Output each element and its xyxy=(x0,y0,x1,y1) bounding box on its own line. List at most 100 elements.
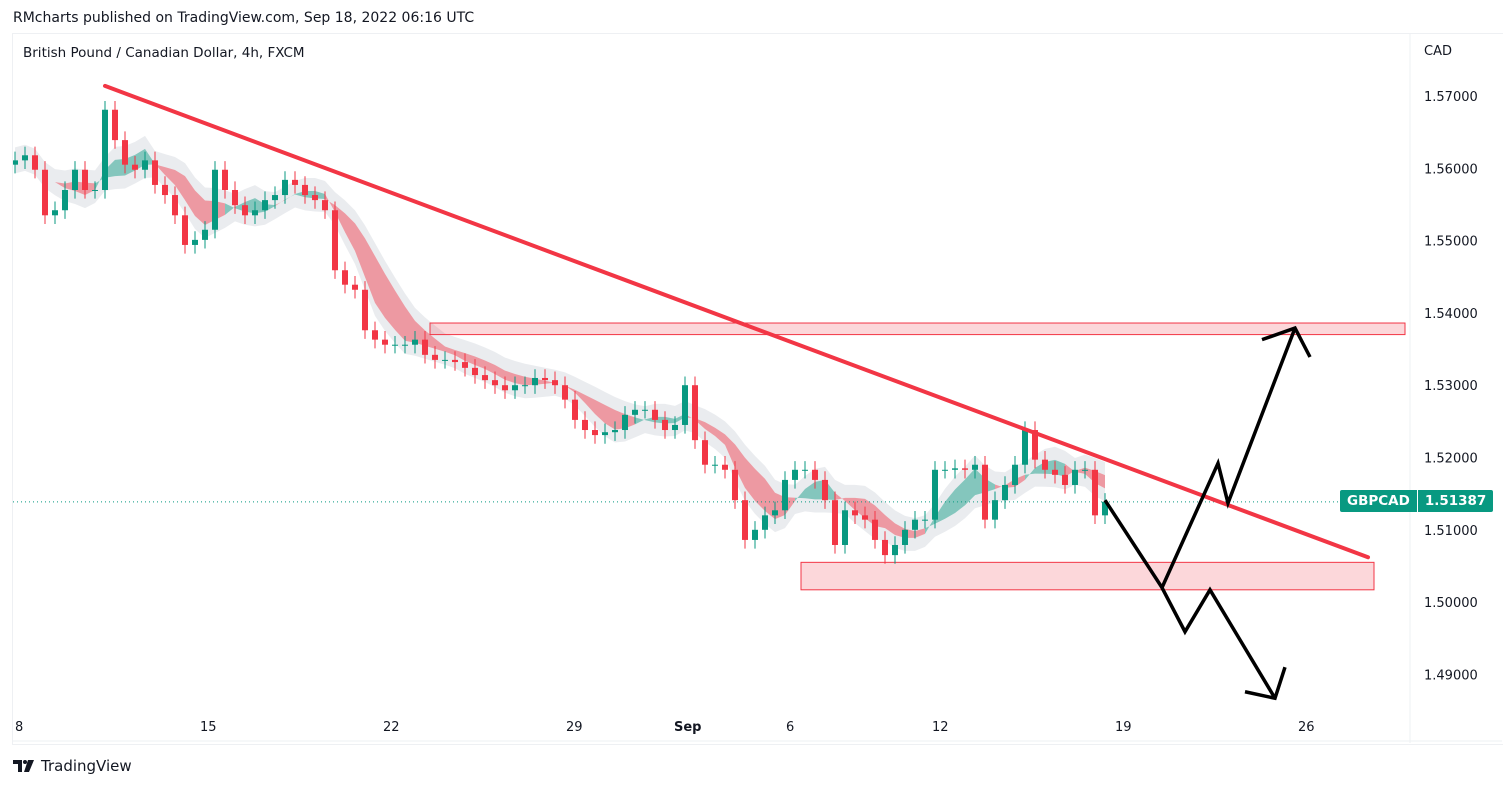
candle-down xyxy=(542,377,548,381)
candle-up xyxy=(532,377,538,386)
ribbon-segment xyxy=(965,468,975,506)
candle-up xyxy=(612,430,618,433)
candle-down xyxy=(492,380,498,386)
publish-info: RMcharts published on TradingView.com, S… xyxy=(13,10,475,26)
candle-down xyxy=(702,440,708,465)
candle-down xyxy=(432,354,438,360)
ribbon-segment xyxy=(835,492,845,502)
tradingview-logo[interactable]: TradingView xyxy=(13,757,132,775)
candle-down xyxy=(572,399,578,420)
candle-down xyxy=(962,468,968,470)
tradingview-logo-icon xyxy=(13,760,34,772)
ribbon-segment xyxy=(445,346,455,356)
ribbon-segment xyxy=(155,163,165,175)
ribbon-segment xyxy=(395,290,405,341)
candle-up xyxy=(782,479,788,511)
candle-down xyxy=(562,385,568,400)
ribbon-segment xyxy=(175,169,185,201)
candle-up xyxy=(1102,501,1108,516)
candle-up xyxy=(792,469,798,480)
candle-up xyxy=(13,160,18,165)
candle-up xyxy=(62,189,68,211)
candle-down xyxy=(422,339,428,355)
price-tick-label: 1.57000 xyxy=(1424,90,1478,105)
candle-down xyxy=(172,195,178,216)
candle-down xyxy=(722,464,728,470)
ribbon-segment xyxy=(605,405,615,430)
candle-up xyxy=(512,385,518,391)
ribbon-segment xyxy=(995,484,1005,490)
candle-up xyxy=(92,189,98,191)
ribbon-segment xyxy=(435,338,445,352)
candle-up xyxy=(682,385,688,425)
plot-area xyxy=(13,83,1406,701)
candle-up xyxy=(1022,430,1028,465)
ribbon-segment xyxy=(585,394,595,414)
candle-down xyxy=(232,189,238,206)
ribbon-segment xyxy=(885,515,895,536)
candle-up xyxy=(142,160,148,170)
candle-up xyxy=(632,409,638,415)
price-tick-label: 1.55000 xyxy=(1424,235,1478,250)
candle-up xyxy=(932,469,938,520)
candle-up xyxy=(522,385,528,387)
candle-down xyxy=(112,109,118,141)
candle-down xyxy=(1032,430,1038,460)
ribbon-segment xyxy=(755,468,765,512)
candle-down xyxy=(552,380,558,386)
candle-up xyxy=(602,432,608,436)
candle-up xyxy=(402,344,408,346)
candle-down xyxy=(372,330,378,340)
ribbon-segment xyxy=(545,380,555,384)
time-tick-label: 22 xyxy=(383,720,400,735)
candle-up xyxy=(1002,484,1008,501)
ribbon-segment xyxy=(715,427,725,445)
ribbon-segment xyxy=(55,182,65,189)
candle-down xyxy=(152,160,158,185)
candle-down xyxy=(382,339,388,345)
candle-up xyxy=(942,469,948,471)
ribbon-segment xyxy=(1025,467,1035,480)
ribbon-segment xyxy=(485,360,495,375)
ribbon-segment xyxy=(945,489,955,519)
candle-down xyxy=(652,409,658,420)
ribbon-segment xyxy=(725,434,735,468)
last-price-tag: GBPCAD 1.51387 xyxy=(1340,490,1494,512)
candle-down xyxy=(872,519,878,540)
candle-down xyxy=(1062,474,1068,485)
candle-down xyxy=(592,430,598,436)
candle-up xyxy=(622,414,628,431)
price-tick-label: 1.49000 xyxy=(1424,668,1478,683)
candle-up xyxy=(802,469,808,471)
candle-down xyxy=(742,500,748,540)
candle-up xyxy=(672,424,678,431)
candle-down xyxy=(462,362,468,368)
currency-label: CAD xyxy=(1424,44,1452,59)
price-tick-label: 1.51000 xyxy=(1424,524,1478,539)
candle-down xyxy=(862,515,868,520)
ribbon-segment xyxy=(195,190,205,225)
time-tick-label: 19 xyxy=(1115,720,1132,735)
candle-up xyxy=(772,510,778,516)
candle-down xyxy=(482,375,488,381)
support-resistance-zone xyxy=(800,561,1375,591)
candle-up xyxy=(412,339,418,345)
projection-path xyxy=(1160,586,1277,700)
ribbon-segment xyxy=(765,478,775,520)
projection-arrowhead xyxy=(1261,325,1312,358)
candle-down xyxy=(222,169,228,190)
candle-up xyxy=(72,169,78,190)
candle-down xyxy=(42,169,48,216)
candle-up xyxy=(1082,469,1088,471)
candle-up xyxy=(922,519,928,521)
candle-down xyxy=(472,367,478,376)
ribbon-segment xyxy=(465,353,475,365)
candle-down xyxy=(452,359,458,363)
ribbon-segment xyxy=(745,457,755,501)
ribbon-segment xyxy=(355,223,365,278)
time-tick-label: 15 xyxy=(200,720,217,735)
ribbon-segment xyxy=(505,370,515,384)
candle-down xyxy=(162,184,168,196)
ribbon-segment xyxy=(165,167,175,186)
